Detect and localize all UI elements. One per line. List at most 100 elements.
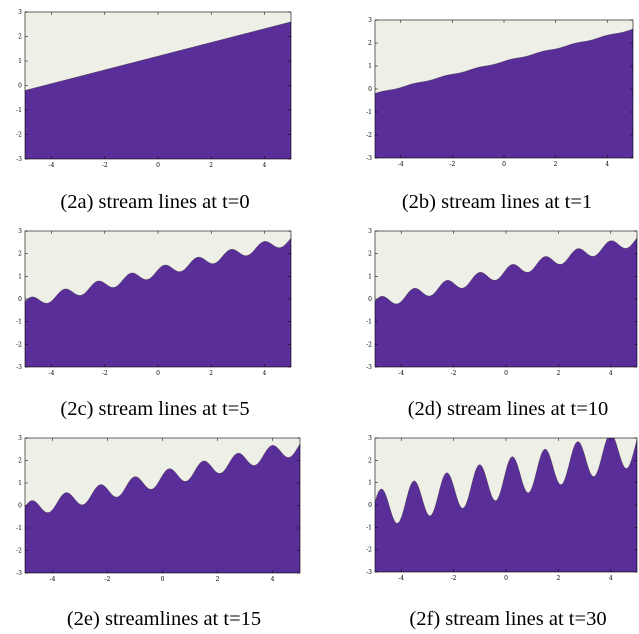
y-tick-label: -2: [16, 132, 22, 139]
y-tick-label: -3: [366, 155, 372, 162]
x-tick-label: 4: [271, 576, 275, 583]
x-tick-label: -2: [102, 370, 108, 377]
y-tick-label: -3: [16, 364, 22, 371]
y-tick-label: -1: [16, 107, 22, 114]
plot-area: [25, 12, 291, 159]
x-tick-label: 4: [605, 161, 609, 168]
contour-band-6: [375, 29, 633, 158]
chart-caption: (2d) stream lines at t=10: [408, 398, 609, 420]
y-tick-label: -3: [366, 569, 372, 576]
x-tick-label: 4: [262, 162, 266, 169]
x-tick-label: 4: [262, 370, 266, 377]
x-tick-label: -2: [449, 161, 455, 168]
contour-band-6: [25, 21, 291, 159]
y-tick-label: 0: [18, 83, 22, 90]
y-tick-label: 2: [368, 457, 372, 464]
chart-panel-6: 3 2 1 0 -1 -2 -3 -4 -2 0 2 4 (2f) stream lines at t=…: [366, 435, 638, 630]
contour-band-6: [25, 443, 300, 573]
x-tick-label: 0: [504, 575, 508, 582]
x-tick-label: 0: [502, 161, 506, 168]
y-tick-label: -2: [16, 341, 22, 348]
contour-line-6: [25, 21, 291, 91]
y-tick-label: 1: [368, 63, 372, 70]
contour-line-6: [25, 443, 300, 513]
y-tick-label: 3: [18, 9, 22, 16]
x-tick-label: 0: [156, 370, 160, 377]
contour-band-6: [375, 438, 637, 572]
x-tick-label: 0: [161, 576, 165, 583]
contour-band-6: [25, 238, 291, 367]
plot-area: [375, 231, 637, 367]
y-tick-label: 3: [18, 435, 22, 442]
chart-panel-4: 3 2 1 0 -1 -2 -3 -4 -2 0 2 4 (2d) stream lines at t=…: [366, 228, 638, 420]
x-tick-label: -4: [50, 576, 56, 583]
x-tick-label: -4: [398, 575, 404, 582]
y-tick-label: 1: [368, 480, 372, 487]
y-tick-label: 0: [18, 296, 22, 303]
contour-band-6: [375, 237, 637, 367]
x-tick-label: 2: [556, 575, 560, 582]
y-tick-label: -2: [366, 547, 372, 554]
chart-panel-1: 3 2 1 0 -1 -2 -3 -4 -2 0 2 4 (2a) stream lines at t=…: [16, 9, 292, 213]
y-tick-label: 1: [18, 480, 22, 487]
y-tick-label: -2: [16, 548, 22, 555]
y-tick-label: 3: [368, 435, 372, 442]
x-tick-label: 4: [609, 575, 613, 582]
x-tick-label: 0: [156, 162, 160, 169]
y-tick-label: -3: [16, 156, 22, 163]
x-tick-label: -4: [49, 162, 55, 169]
x-tick-label: -2: [105, 576, 111, 583]
chart-caption: (2c) stream lines at t=5: [60, 398, 249, 420]
x-tick-label: 2: [554, 161, 558, 168]
chart-caption: (2f) stream lines at t=30: [409, 608, 606, 630]
y-tick-label: 2: [18, 34, 22, 41]
x-tick-label: -4: [398, 161, 404, 168]
plot-area: [25, 231, 291, 367]
y-tick-label: 1: [368, 273, 372, 280]
x-tick-label: -4: [49, 370, 55, 377]
x-tick-label: 2: [209, 162, 213, 169]
x-tick-label: 2: [556, 370, 560, 377]
chart-panel-2: 3 2 1 0 -1 -2 -3 -4 -2 0 2 4 (2b) stream lines at t=…: [366, 17, 634, 213]
y-tick-label: -3: [366, 364, 372, 371]
contour-line-6: [25, 237, 291, 304]
chart-panel-3: 3 2 1 0 -1 -2 -3 -4 -2 0 2 4 (2c) stream lines at t=…: [16, 228, 292, 420]
plot-area: [25, 438, 300, 573]
x-tick-label: -4: [398, 370, 404, 377]
y-tick-label: 1: [18, 58, 22, 65]
y-tick-label: -1: [366, 524, 372, 531]
contour-line-6: [375, 237, 637, 305]
plot-area: [375, 20, 633, 158]
x-tick-label: 2: [209, 370, 213, 377]
y-tick-label: -1: [366, 109, 372, 116]
y-tick-label: 2: [18, 251, 22, 258]
y-tick-label: 3: [368, 228, 372, 235]
x-tick-label: 0: [504, 370, 508, 377]
chart-caption: (2b) stream lines at t=1: [402, 191, 592, 213]
contour-line-6: [375, 28, 633, 94]
y-tick-label: -3: [16, 570, 22, 577]
y-tick-label: 3: [18, 228, 22, 235]
y-tick-label: -1: [16, 319, 22, 326]
y-tick-label: 0: [18, 503, 22, 510]
chart-caption: (2e) streamlines at t=15: [67, 608, 261, 630]
y-tick-label: 3: [368, 17, 372, 24]
y-tick-label: -1: [366, 319, 372, 326]
contour-line-6: [375, 438, 637, 524]
y-tick-label: 2: [18, 458, 22, 465]
y-tick-label: 0: [368, 86, 372, 93]
chart-caption: (2a) stream lines at t=0: [60, 191, 249, 213]
y-tick-label: 1: [18, 273, 22, 280]
x-tick-label: -2: [102, 162, 108, 169]
y-tick-label: 2: [368, 251, 372, 258]
y-tick-label: -1: [16, 525, 22, 532]
chart-panel-5: 3 2 1 0 -1 -2 -3 -4 -2 0 2 4 (2e) streamlines at t=1…: [16, 435, 301, 630]
x-tick-label: -2: [451, 370, 457, 377]
y-tick-label: 0: [368, 296, 372, 303]
y-tick-label: -2: [366, 341, 372, 348]
plot-area: [375, 438, 637, 572]
y-tick-label: 0: [368, 502, 372, 509]
x-tick-label: 2: [216, 576, 220, 583]
x-tick-label: -2: [451, 575, 457, 582]
